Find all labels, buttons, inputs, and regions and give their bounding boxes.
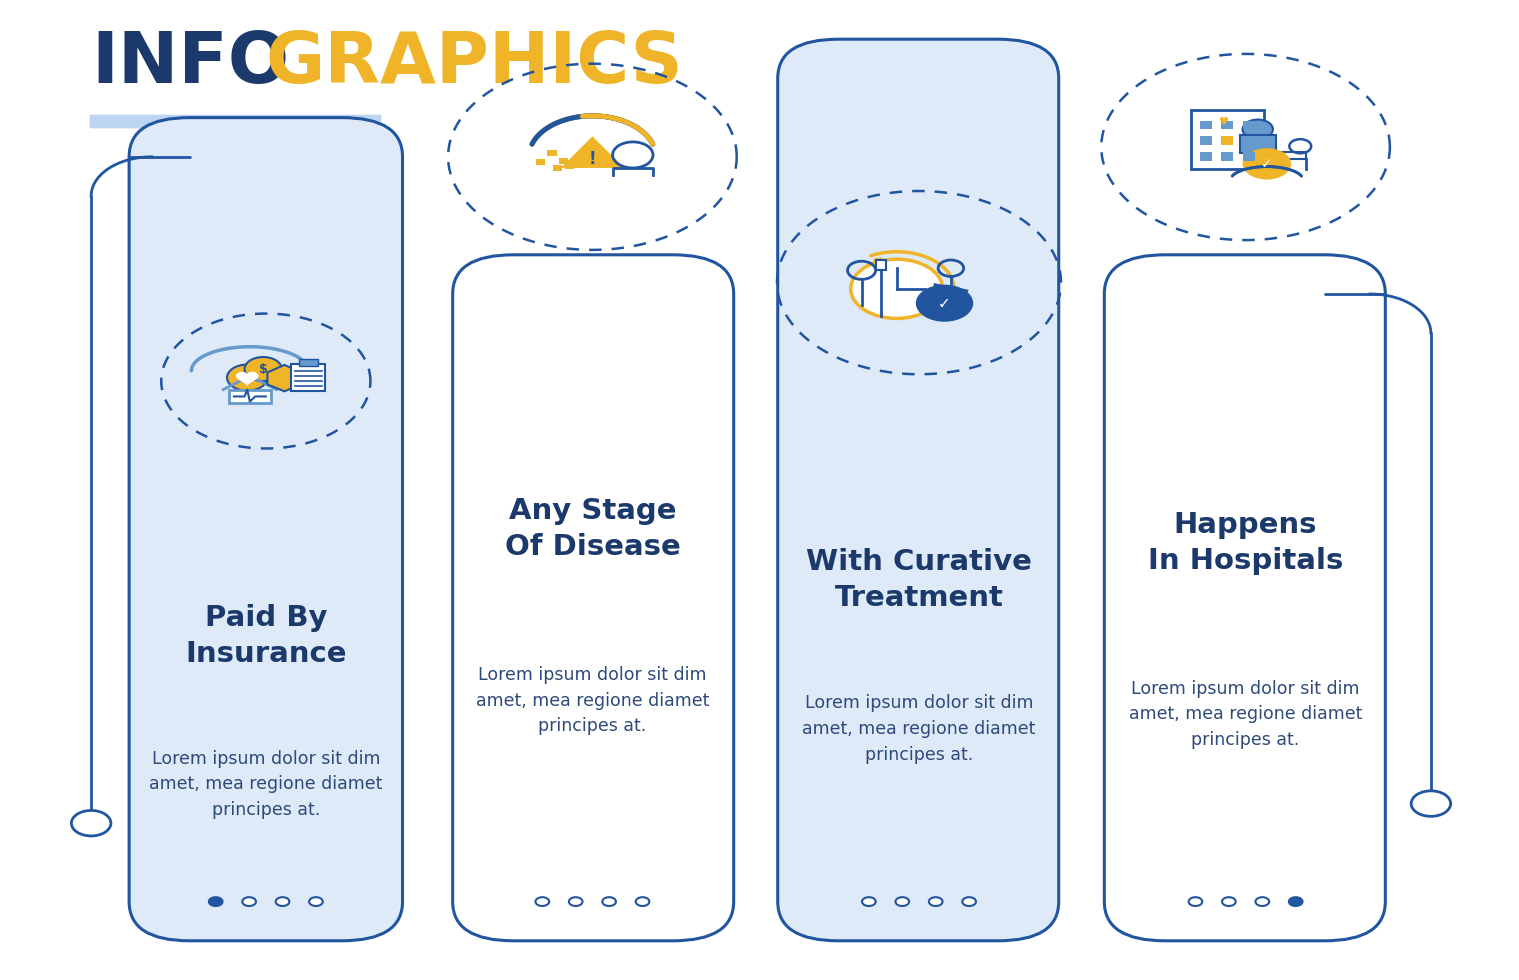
Circle shape	[1243, 148, 1291, 179]
FancyBboxPatch shape	[1104, 255, 1385, 941]
Text: Lorem ipsum dolor sit dim
amet, mea regione diamet
principes at.: Lorem ipsum dolor sit dim amet, mea regi…	[149, 750, 383, 819]
Bar	[1200, 136, 1212, 145]
Bar	[1191, 110, 1264, 169]
Circle shape	[861, 898, 875, 906]
Text: Happens
In Hospitals: Happens In Hospitals	[1148, 512, 1343, 574]
Circle shape	[895, 898, 908, 906]
Text: INFO: INFO	[91, 29, 289, 98]
Circle shape	[71, 810, 111, 836]
Text: !: !	[588, 150, 597, 168]
Bar	[1243, 152, 1255, 161]
Bar	[1243, 136, 1255, 145]
FancyBboxPatch shape	[90, 115, 381, 128]
FancyBboxPatch shape	[129, 118, 403, 941]
Bar	[228, 390, 270, 404]
Circle shape	[535, 898, 550, 906]
Text: Lorem ipsum dolor sit dim
amet, mea regione diamet
principes at.: Lorem ipsum dolor sit dim amet, mea regi…	[1129, 680, 1363, 749]
Circle shape	[208, 898, 222, 906]
Circle shape	[1288, 898, 1302, 906]
Bar	[299, 360, 317, 366]
Circle shape	[851, 259, 943, 318]
Polygon shape	[561, 136, 624, 168]
Bar	[553, 165, 562, 171]
Text: ✓: ✓	[939, 296, 951, 311]
Text: Lorem ipsum dolor sit dim
amet, mea regione diamet
principes at.: Lorem ipsum dolor sit dim amet, mea regi…	[802, 694, 1036, 763]
Text: GRAPHICS: GRAPHICS	[266, 29, 684, 98]
Bar	[1200, 152, 1212, 161]
Circle shape	[916, 284, 974, 321]
Bar	[875, 260, 886, 270]
Bar	[1243, 121, 1255, 129]
Circle shape	[568, 898, 583, 906]
Bar	[1221, 121, 1233, 129]
Text: Lorem ipsum dolor sit dim
amet, mea regione diamet
principes at.: Lorem ipsum dolor sit dim amet, mea regi…	[475, 666, 709, 735]
FancyBboxPatch shape	[453, 255, 734, 941]
Circle shape	[602, 898, 615, 906]
Text: Any Stage
Of Disease: Any Stage Of Disease	[504, 498, 681, 561]
Bar	[1240, 135, 1276, 153]
Circle shape	[1255, 898, 1268, 906]
Circle shape	[1221, 898, 1235, 906]
Circle shape	[226, 365, 267, 391]
Circle shape	[1411, 791, 1451, 816]
Text: With Curative
Treatment: With Curative Treatment	[807, 549, 1031, 612]
Circle shape	[1243, 120, 1273, 139]
Circle shape	[962, 898, 975, 906]
Circle shape	[1188, 898, 1202, 906]
Bar	[1221, 152, 1233, 161]
Polygon shape	[237, 372, 258, 385]
Bar	[1200, 121, 1212, 129]
Circle shape	[635, 898, 650, 906]
Circle shape	[245, 357, 281, 381]
Circle shape	[275, 898, 289, 906]
Bar	[565, 163, 574, 170]
Bar	[559, 158, 568, 164]
Circle shape	[928, 898, 942, 906]
Circle shape	[310, 898, 322, 906]
Text: Paid By
Insurance: Paid By Insurance	[185, 605, 346, 668]
Bar	[1252, 152, 1306, 159]
Polygon shape	[267, 365, 301, 391]
Bar	[1221, 136, 1233, 145]
Bar	[292, 364, 325, 391]
Text: ✓: ✓	[1261, 157, 1273, 171]
Text: ♥: ♥	[1220, 117, 1229, 126]
Bar	[547, 150, 556, 156]
FancyBboxPatch shape	[137, 587, 395, 936]
Bar	[536, 160, 545, 166]
Text: $: $	[258, 363, 267, 375]
Circle shape	[242, 898, 255, 906]
FancyBboxPatch shape	[778, 39, 1059, 941]
